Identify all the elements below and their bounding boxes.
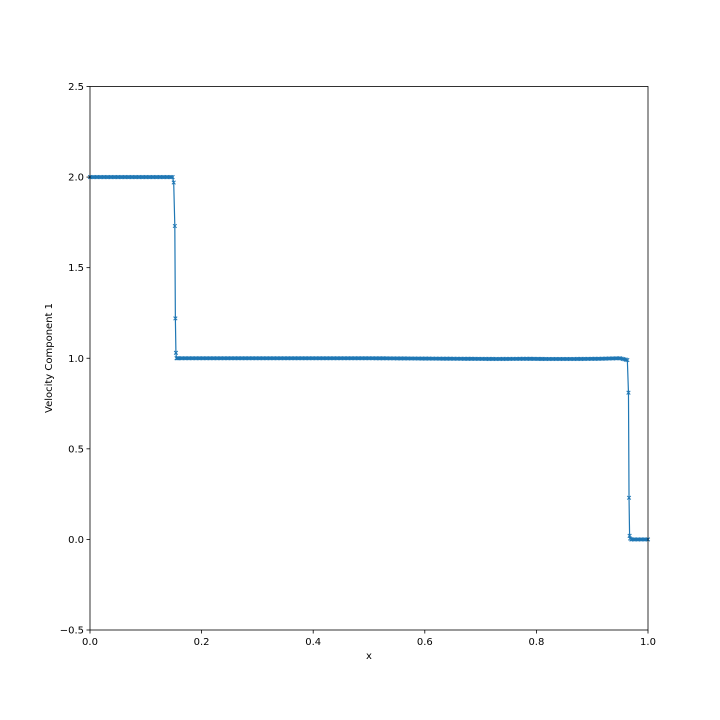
data-point-marker [171, 180, 176, 185]
y-tick-label: 0.0 [68, 535, 84, 546]
y-tick-label: 1.5 [68, 263, 84, 274]
data-point-marker [626, 390, 631, 395]
y-tick-label: 0.5 [68, 444, 84, 455]
x-tick-label: 0.8 [528, 637, 544, 648]
y-tick-label: 2.5 [68, 82, 84, 93]
x-tick-label: 0.6 [417, 637, 433, 648]
data-point-marker [170, 174, 175, 180]
y-tick-label: 2.0 [68, 173, 84, 184]
data-point-marker [626, 495, 632, 500]
y-axis-label: Velocity Component 1 [44, 303, 55, 413]
x-axis-label: x [366, 651, 372, 662]
data-point-marker [172, 223, 177, 229]
data-series [87, 174, 651, 542]
x-axis-ticks: 0.0 0.2 0.4 0.6 0.8 1.0 [82, 630, 656, 648]
data-point-marker [625, 357, 630, 363]
y-tick-label: −0.5 [60, 626, 84, 637]
x-tick-label: 0.2 [194, 637, 210, 648]
data-point-marker [173, 350, 179, 355]
y-tick-label: 1.0 [68, 354, 84, 365]
x-tick-label: 0.0 [82, 637, 98, 648]
x-tick-label: 0.4 [305, 637, 321, 648]
x-tick-label: 1.0 [640, 637, 656, 648]
data-point-marker [173, 316, 178, 321]
data-point-marker [169, 174, 174, 180]
y-axis-ticks: −0.5 0.0 0.5 1.0 1.5 2.0 2.5 [60, 82, 90, 637]
